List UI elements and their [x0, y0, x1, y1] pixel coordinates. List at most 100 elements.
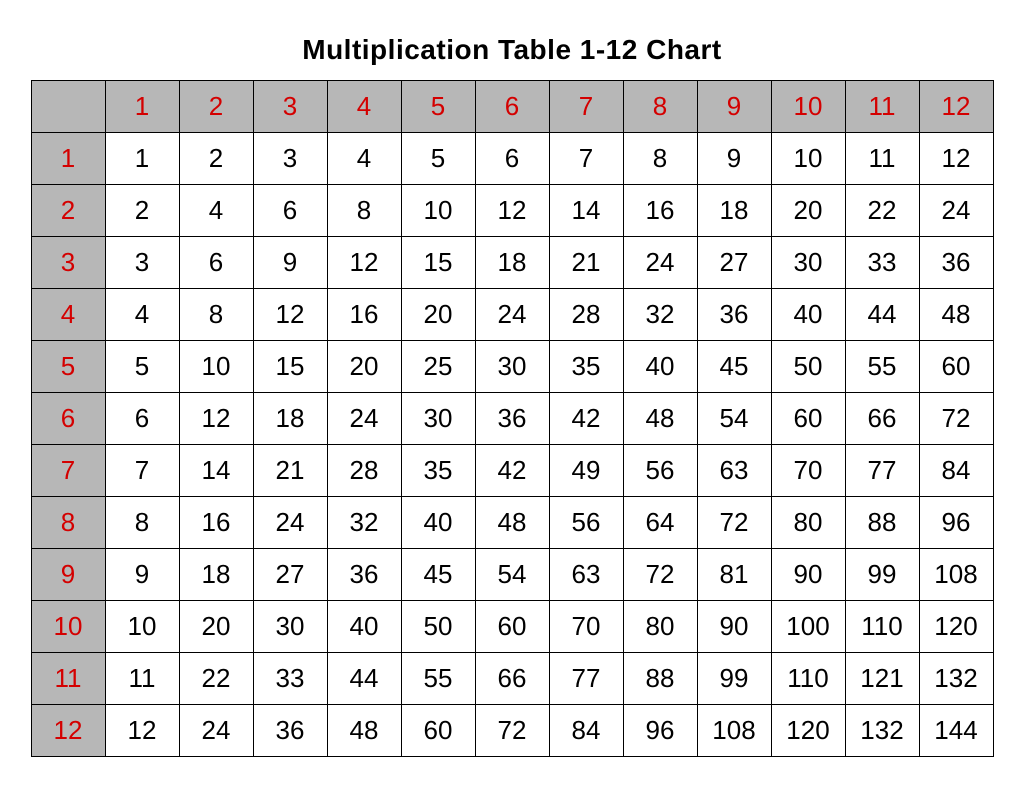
row-header: 11	[31, 653, 105, 705]
data-cell: 55	[845, 341, 919, 393]
data-cell: 88	[845, 497, 919, 549]
data-cell: 5	[105, 341, 179, 393]
data-cell: 18	[179, 549, 253, 601]
data-cell: 56	[549, 497, 623, 549]
data-cell: 30	[401, 393, 475, 445]
data-cell: 22	[179, 653, 253, 705]
data-cell: 55	[401, 653, 475, 705]
data-cell: 9	[697, 133, 771, 185]
data-cell: 132	[845, 705, 919, 757]
data-cell: 30	[253, 601, 327, 653]
data-cell: 10	[105, 601, 179, 653]
data-cell: 45	[697, 341, 771, 393]
data-cell: 28	[327, 445, 401, 497]
data-cell: 50	[771, 341, 845, 393]
data-cell: 72	[623, 549, 697, 601]
data-cell: 24	[179, 705, 253, 757]
data-cell: 27	[697, 237, 771, 289]
col-header: 6	[475, 81, 549, 133]
data-cell: 36	[697, 289, 771, 341]
data-cell: 15	[401, 237, 475, 289]
data-cell: 63	[549, 549, 623, 601]
data-cell: 1	[105, 133, 179, 185]
data-cell: 132	[919, 653, 993, 705]
data-cell: 20	[401, 289, 475, 341]
data-cell: 81	[697, 549, 771, 601]
row-header: 9	[31, 549, 105, 601]
data-cell: 14	[549, 185, 623, 237]
data-cell: 30	[771, 237, 845, 289]
data-cell: 99	[697, 653, 771, 705]
data-cell: 15	[253, 341, 327, 393]
data-cell: 108	[697, 705, 771, 757]
data-cell: 44	[327, 653, 401, 705]
data-cell: 40	[327, 601, 401, 653]
data-cell: 48	[623, 393, 697, 445]
data-cell: 66	[475, 653, 549, 705]
data-cell: 36	[919, 237, 993, 289]
row-header: 3	[31, 237, 105, 289]
data-cell: 24	[623, 237, 697, 289]
col-header: 10	[771, 81, 845, 133]
data-cell: 63	[697, 445, 771, 497]
data-cell: 12	[253, 289, 327, 341]
data-cell: 96	[919, 497, 993, 549]
data-cell: 40	[623, 341, 697, 393]
data-cell: 60	[475, 601, 549, 653]
data-cell: 33	[845, 237, 919, 289]
data-cell: 11	[105, 653, 179, 705]
data-cell: 108	[919, 549, 993, 601]
data-cell: 90	[771, 549, 845, 601]
data-cell: 18	[253, 393, 327, 445]
data-cell: 72	[475, 705, 549, 757]
data-cell: 120	[771, 705, 845, 757]
col-header: 3	[253, 81, 327, 133]
data-cell: 12	[179, 393, 253, 445]
data-cell: 49	[549, 445, 623, 497]
data-cell: 35	[401, 445, 475, 497]
row-header: 10	[31, 601, 105, 653]
data-cell: 5	[401, 133, 475, 185]
data-cell: 42	[475, 445, 549, 497]
row-header: 2	[31, 185, 105, 237]
data-cell: 84	[919, 445, 993, 497]
data-cell: 20	[327, 341, 401, 393]
data-cell: 2	[179, 133, 253, 185]
data-cell: 16	[327, 289, 401, 341]
data-cell: 80	[623, 601, 697, 653]
data-cell: 9	[105, 549, 179, 601]
data-cell: 36	[253, 705, 327, 757]
data-cell: 22	[845, 185, 919, 237]
data-cell: 20	[179, 601, 253, 653]
col-header: 1	[105, 81, 179, 133]
data-cell: 72	[919, 393, 993, 445]
data-cell: 100	[771, 601, 845, 653]
data-cell: 16	[623, 185, 697, 237]
data-cell: 64	[623, 497, 697, 549]
row-header: 8	[31, 497, 105, 549]
data-cell: 11	[845, 133, 919, 185]
data-cell: 110	[771, 653, 845, 705]
data-cell: 7	[105, 445, 179, 497]
data-cell: 32	[623, 289, 697, 341]
data-cell: 12	[105, 705, 179, 757]
data-cell: 33	[253, 653, 327, 705]
data-cell: 121	[845, 653, 919, 705]
data-cell: 30	[475, 341, 549, 393]
row-header: 4	[31, 289, 105, 341]
data-cell: 42	[549, 393, 623, 445]
data-cell: 10	[401, 185, 475, 237]
data-cell: 32	[327, 497, 401, 549]
data-cell: 66	[845, 393, 919, 445]
data-cell: 48	[919, 289, 993, 341]
row-header: 6	[31, 393, 105, 445]
data-cell: 9	[253, 237, 327, 289]
data-cell: 12	[475, 185, 549, 237]
data-cell: 80	[771, 497, 845, 549]
col-header: 9	[697, 81, 771, 133]
data-cell: 44	[845, 289, 919, 341]
data-cell: 72	[697, 497, 771, 549]
data-cell: 60	[401, 705, 475, 757]
col-header: 8	[623, 81, 697, 133]
corner-cell	[31, 81, 105, 133]
